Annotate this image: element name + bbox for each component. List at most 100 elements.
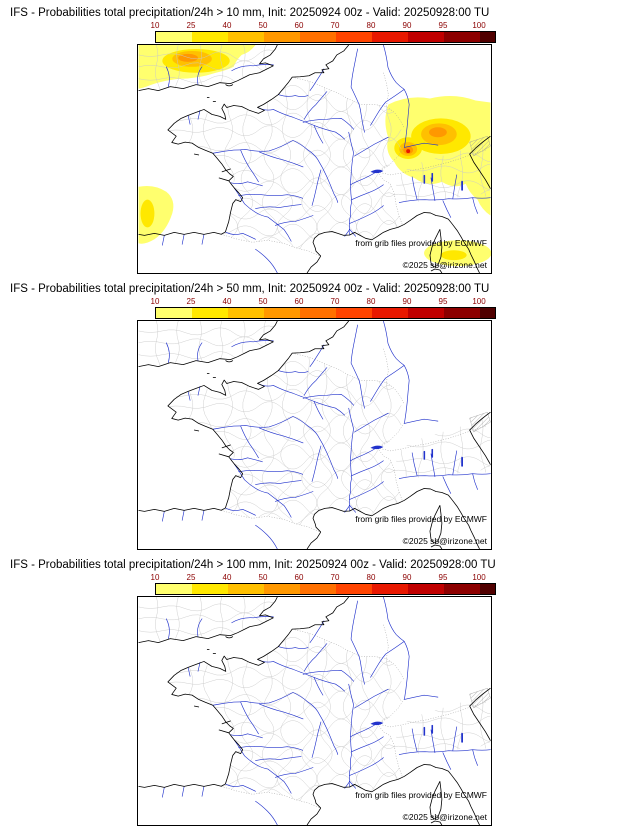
panel-title: IFS - Probabilities total precipitation/…	[10, 283, 490, 295]
colorbar-segment	[228, 32, 264, 42]
colorbar-tick-label: 25	[186, 573, 196, 582]
panel-prob-100mm: IFS - Probabilities total precipitation/…	[0, 552, 630, 828]
map-credit-copyright: ©2025 sb@irizone.net	[402, 260, 487, 270]
colorbar-tick-label: 40	[222, 21, 232, 30]
colorbar-segment	[300, 308, 336, 318]
colorbar-segment	[444, 32, 480, 42]
colorbar-tick-label: 70	[330, 21, 340, 30]
colorbar-tick-label: 70	[330, 297, 340, 306]
colorbar-segment	[336, 308, 372, 318]
colorbar-tick-label: 60	[294, 297, 304, 306]
panel-title: IFS - Probabilities total precipitation/…	[10, 559, 496, 571]
colorbar-segment	[300, 584, 336, 594]
venice-lagoon-hatch	[469, 687, 491, 709]
precip-blob-north-italy	[385, 95, 491, 216]
colorbar-segment	[264, 308, 300, 318]
map-credit-ecmwf: from grib files provided by ECMWF	[355, 238, 487, 248]
colorbar-tick-label: 100	[472, 573, 486, 582]
colorbar-tick-label: 95	[438, 21, 448, 30]
colorbar-tick-label: 95	[438, 573, 448, 582]
department-boundaries	[138, 597, 491, 809]
lakes	[370, 169, 463, 191]
colorbar-segment	[192, 584, 228, 594]
colorbar-segment	[408, 584, 444, 594]
colorbar-tick-label: 80	[366, 573, 376, 582]
colorbar-tick-label: 10	[150, 573, 160, 582]
colorbar-segment	[372, 308, 408, 318]
colorbar-tick-label: 60	[294, 573, 304, 582]
map-prob-50mm: from grib files provided by ECMWF ©2025 …	[137, 320, 492, 550]
coastline	[138, 321, 491, 549]
colorbar-segment	[156, 584, 192, 594]
colorbar-tick-label: 80	[366, 21, 376, 30]
colorbar-tick-label: 10	[150, 21, 160, 30]
coastline	[138, 597, 491, 825]
colorbar-segment	[228, 584, 264, 594]
colorbar-segment	[444, 584, 480, 594]
map-prob-10mm: from grib files provided by ECMWF ©2025 …	[137, 44, 492, 274]
colorbar-tick-label: 90	[402, 573, 412, 582]
map-credit-copyright: ©2025 sb@irizone.net	[402, 812, 487, 822]
precipitation-probability-map	[138, 597, 491, 825]
panel-title: IFS - Probabilities total precipitation/…	[10, 7, 490, 19]
colorbar-segment	[480, 584, 495, 594]
colorbar-tick-label: 40	[222, 297, 232, 306]
colorbar-tick-label: 50	[258, 573, 268, 582]
rivers	[162, 321, 491, 549]
precip-blob-biscay	[138, 185, 174, 244]
lakes	[370, 721, 463, 743]
panel-prob-10mm: IFS - Probabilities total precipitation/…	[0, 0, 630, 276]
colorbar-tick-label: 50	[258, 21, 268, 30]
probability-colorbar: 10 25 40 50 60 70 80 90 95 100	[151, 21, 496, 44]
colorbar-gradient-bar	[155, 307, 496, 319]
colorbar-segment	[264, 32, 300, 42]
country-borders	[221, 72, 486, 257]
colorbar-tick-label: 40	[222, 573, 232, 582]
colorbar-segment	[192, 308, 228, 318]
colorbar-tick-label: 95	[438, 297, 448, 306]
coastline	[138, 45, 491, 273]
colorbar-segment	[336, 584, 372, 594]
panel-prob-50mm: IFS - Probabilities total precipitation/…	[0, 276, 630, 552]
colorbar-gradient-bar	[155, 31, 496, 43]
colorbar-segment	[336, 32, 372, 42]
colorbar-tick-label: 10	[150, 297, 160, 306]
colorbar-tick-label: 80	[366, 297, 376, 306]
department-boundaries	[138, 321, 491, 533]
colorbar-segment	[156, 32, 192, 42]
colorbar-segment	[408, 308, 444, 318]
colorbar-segment	[300, 32, 336, 42]
colorbar-segment	[372, 32, 408, 42]
rivers	[162, 597, 491, 825]
precipitation-probability-map	[138, 321, 491, 549]
map-credit-ecmwf: from grib files provided by ECMWF	[355, 514, 487, 524]
colorbar-segment	[480, 308, 495, 318]
colorbar-tick-label: 70	[330, 573, 340, 582]
colorbar-gradient-bar	[155, 583, 496, 595]
probability-colorbar: 10 25 40 50 60 70 80 90 95 100	[151, 573, 496, 596]
colorbar-segment	[372, 584, 408, 594]
probability-colorbar: 10 25 40 50 60 70 80 90 95 100	[151, 297, 496, 320]
venice-lagoon-hatch	[469, 411, 491, 433]
colorbar-segment	[264, 584, 300, 594]
colorbar-segment	[480, 32, 495, 42]
colorbar-segment	[156, 308, 192, 318]
country-borders	[221, 348, 486, 533]
map-prob-100mm: from grib files provided by ECMWF ©2025 …	[137, 596, 492, 826]
colorbar-tick-label: 90	[402, 21, 412, 30]
colorbar-tick-label: 25	[186, 297, 196, 306]
colorbar-tick-label: 50	[258, 297, 268, 306]
colorbar-tick-label: 100	[472, 297, 486, 306]
colorbar-segment	[192, 32, 228, 42]
map-credit-copyright: ©2025 sb@irizone.net	[402, 536, 487, 546]
precipitation-probability-map	[138, 45, 491, 273]
lakes	[370, 445, 463, 467]
colorbar-tick-label: 25	[186, 21, 196, 30]
colorbar-tick-label: 90	[402, 297, 412, 306]
colorbar-segment	[228, 308, 264, 318]
precip-blob-ligurian-coast	[424, 240, 491, 267]
map-credit-ecmwf: from grib files provided by ECMWF	[355, 790, 487, 800]
rivers	[162, 45, 491, 273]
country-borders	[221, 624, 486, 809]
